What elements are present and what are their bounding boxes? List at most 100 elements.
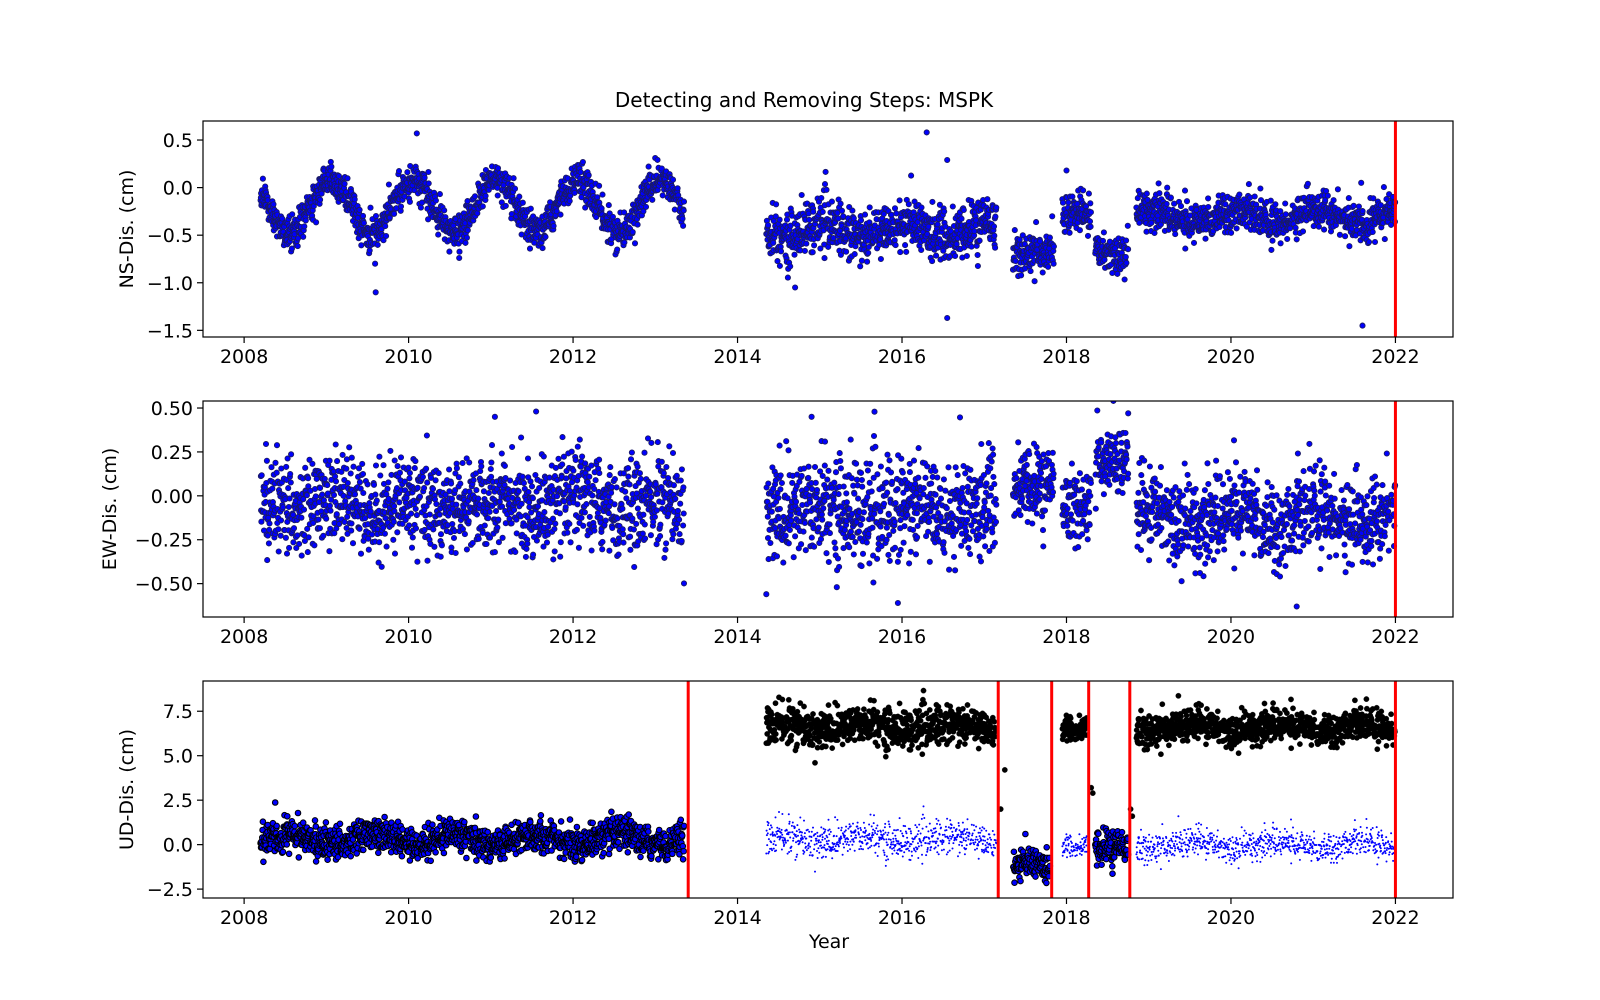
- ew-data-point: [315, 516, 322, 523]
- ew-data-point: [551, 525, 558, 533]
- ns-data-point: [417, 204, 424, 211]
- ew-data-point: [495, 516, 502, 523]
- ew-data-point: [680, 522, 687, 529]
- ew-data-point: [327, 507, 334, 514]
- ew-data-point: [564, 529, 571, 536]
- ew-data-point: [809, 486, 816, 493]
- ew-data-point: [641, 449, 648, 456]
- ew-data-point: [864, 467, 871, 474]
- ew-data-point: [275, 526, 282, 533]
- ew-data-point: [586, 513, 593, 520]
- ns-data-point: [865, 243, 872, 251]
- ew-data-point: [412, 505, 419, 512]
- ew-data-point: [326, 457, 333, 464]
- ns-data-point: [923, 129, 930, 136]
- ew-data-point: [512, 548, 519, 556]
- ns-data-point: [892, 242, 899, 249]
- ns-data-point: [598, 205, 605, 212]
- ew-data-point: [676, 531, 683, 538]
- ew-data-point: [304, 549, 311, 556]
- ew-data-point: [802, 547, 809, 554]
- ns-data-point: [542, 233, 549, 240]
- ew-data-point: [572, 456, 579, 464]
- ns-data-point: [631, 240, 639, 247]
- ew-data-point: [858, 476, 865, 484]
- ew-data-point: [461, 531, 468, 538]
- ns-data-point: [421, 174, 428, 181]
- ns-data-point: [850, 215, 857, 222]
- ew-data-point: [405, 464, 412, 471]
- ew-data-point: [832, 469, 840, 476]
- ew-data-point: [347, 470, 354, 477]
- ns-data-point: [1087, 200, 1094, 207]
- ns-x-tick-label: 2010: [384, 346, 432, 368]
- ew-data-point: [416, 493, 424, 500]
- ew-data-point: [315, 499, 323, 506]
- ew-data-point: [309, 460, 316, 467]
- ns-y-tick-label: −0.5: [147, 225, 193, 247]
- ew-data-point: [608, 484, 615, 491]
- ew-data-point: [519, 473, 526, 480]
- ew-data-point: [376, 539, 383, 546]
- ns-data-point: [880, 210, 887, 218]
- ns-data-point: [1167, 194, 1174, 201]
- ew-data-point: [473, 511, 481, 518]
- ew-data-point: [874, 555, 881, 562]
- ns-data-point: [404, 169, 411, 176]
- ew-data-point: [670, 482, 677, 489]
- ns-x-tick-label: 2022: [1371, 346, 1419, 368]
- ew-data-point: [830, 496, 837, 503]
- ew-data-point: [275, 548, 282, 555]
- ew-data-point: [258, 518, 265, 525]
- ew-data-point: [258, 472, 265, 479]
- ew-data-point: [877, 463, 884, 470]
- ew-data-point: [783, 438, 790, 445]
- ns-data-point: [910, 209, 917, 216]
- ew-data-point: [764, 513, 771, 520]
- ns-data-point: [1087, 209, 1094, 216]
- ew-data-point: [867, 460, 874, 467]
- ew-data-point: [359, 460, 366, 467]
- ns-data-point: [929, 258, 936, 265]
- ns-data-point: [1045, 263, 1052, 270]
- ns-data-point: [599, 191, 606, 198]
- ns-data-point: [1050, 260, 1057, 267]
- ew-data-point: [678, 466, 685, 473]
- ns-data-point: [328, 163, 335, 170]
- ew-data-point: [459, 459, 466, 467]
- ns-data-point: [289, 211, 296, 218]
- ew-data-point: [326, 548, 333, 555]
- ew-data-point: [508, 520, 515, 527]
- ew-data-point: [372, 462, 380, 469]
- ew-data-point: [580, 522, 587, 529]
- ns-data-point: [1099, 237, 1107, 244]
- ns-data-point: [851, 251, 858, 258]
- ew-data-point: [870, 579, 877, 586]
- ns-data-point: [944, 156, 951, 164]
- ew-data-point: [298, 514, 305, 521]
- ns-data-point: [494, 165, 502, 172]
- ew-data-point: [367, 508, 374, 515]
- ns-data-point: [372, 212, 380, 220]
- ns-data-point: [968, 243, 975, 250]
- ns-x-tick-label: 2012: [549, 346, 597, 368]
- ns-data-point: [877, 236, 884, 243]
- ns-data-point: [787, 263, 794, 270]
- ns-data-point: [680, 198, 688, 205]
- ew-data-point: [370, 481, 378, 488]
- ew-data-point: [317, 484, 324, 492]
- ns-x-tick-label: 2020: [1207, 346, 1255, 368]
- ew-data-point: [298, 552, 305, 559]
- ns-data-point: [864, 258, 871, 265]
- ns-data-point: [941, 208, 948, 215]
- ew-data-point: [438, 542, 445, 549]
- ew-data-point: [478, 463, 485, 470]
- ew-data-point: [312, 493, 319, 500]
- ns-data-point: [354, 214, 361, 221]
- ew-data-point: [409, 534, 416, 541]
- ns-data-point: [1181, 187, 1189, 194]
- ns-data-point: [974, 262, 981, 270]
- ew-data-point: [837, 465, 844, 472]
- ew-data-point: [765, 480, 772, 487]
- ew-data-point: [589, 492, 596, 499]
